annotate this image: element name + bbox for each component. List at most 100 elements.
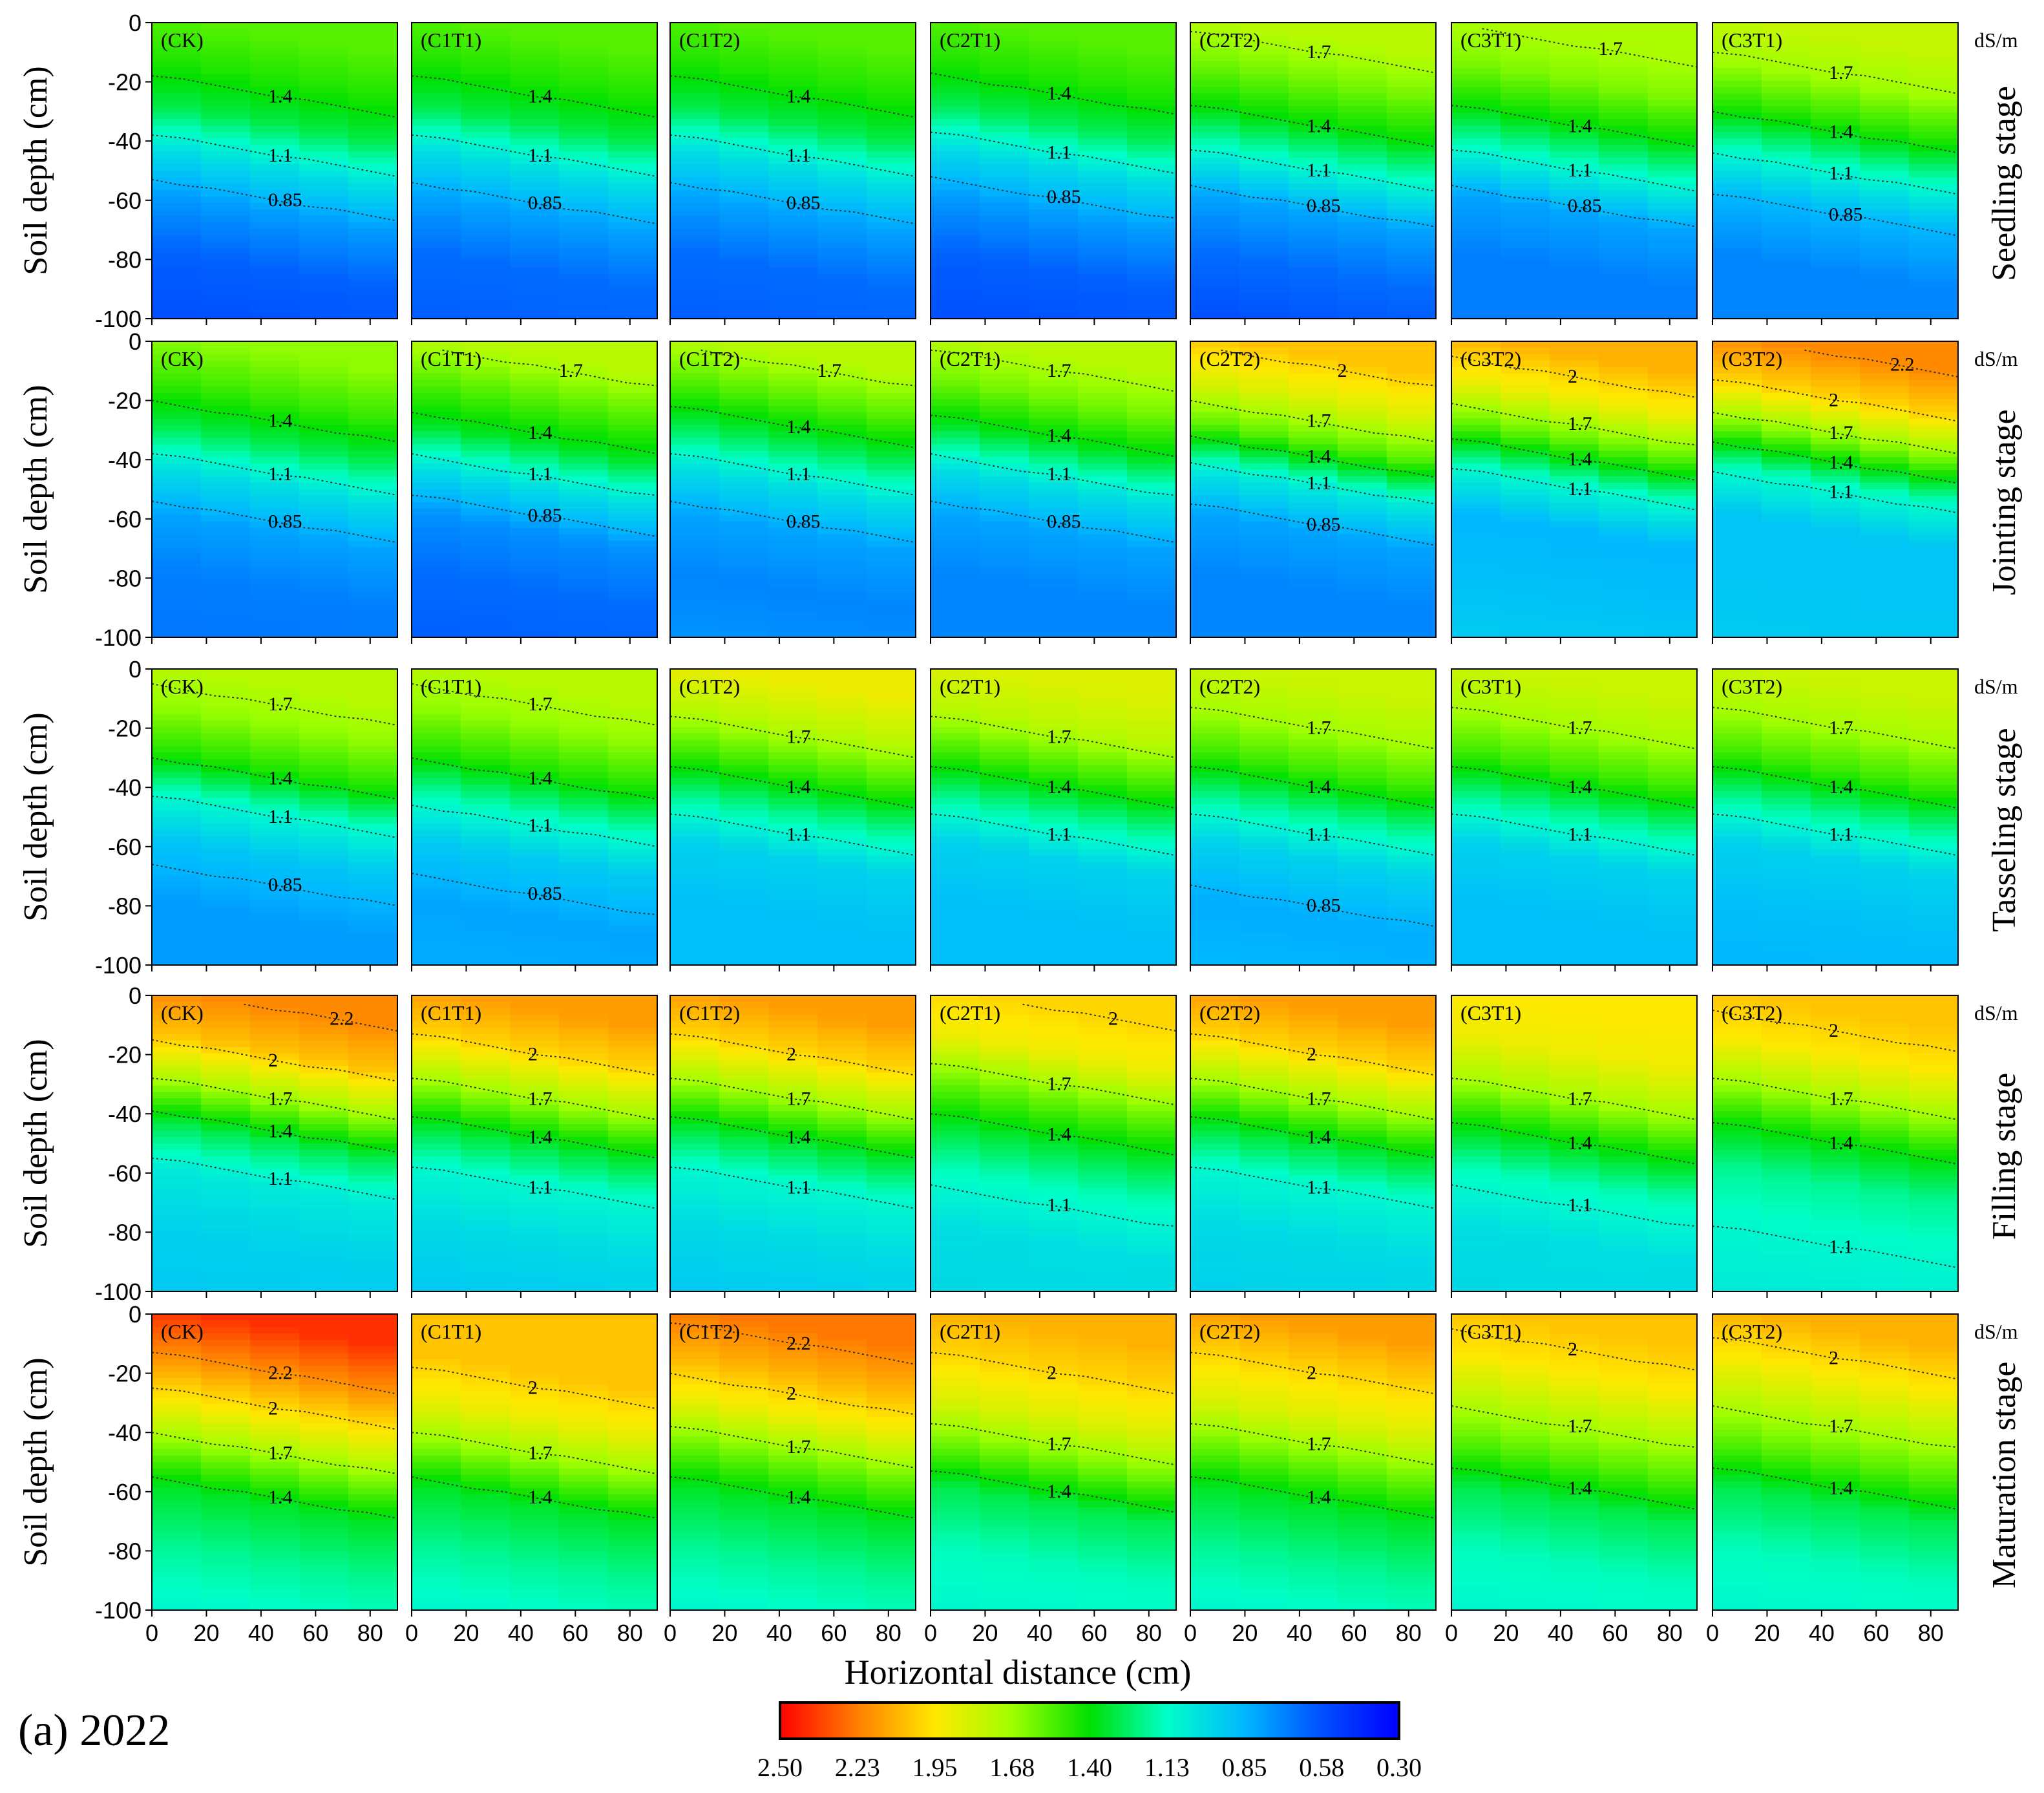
contour-band xyxy=(931,913,980,921)
contour-band xyxy=(670,798,720,805)
contour-band xyxy=(250,720,300,728)
contour-band xyxy=(608,836,658,843)
contour-band xyxy=(1338,823,1387,831)
contour-band xyxy=(152,586,202,593)
contour-band xyxy=(1762,418,1811,426)
contour-band xyxy=(608,887,658,895)
contour-band xyxy=(1289,785,1338,792)
contour-band xyxy=(1078,61,1128,69)
contour-band xyxy=(348,470,398,478)
contour-band xyxy=(1289,579,1338,587)
contour-band xyxy=(1239,714,1289,721)
contour-band xyxy=(1550,540,1599,548)
treatment-label: (C2T2) xyxy=(1199,675,1260,698)
contour-band xyxy=(980,215,1029,223)
contour-band xyxy=(1712,171,1762,178)
contour-band xyxy=(152,100,202,107)
contour-band xyxy=(1078,534,1128,542)
contour-band xyxy=(1289,952,1338,960)
contour-band xyxy=(867,100,916,107)
contour-band xyxy=(980,425,1029,432)
contour-band xyxy=(201,618,251,626)
contour-band xyxy=(867,241,916,249)
contour-band xyxy=(1501,379,1550,387)
contour-band xyxy=(1599,158,1649,165)
contour-band xyxy=(1811,273,1860,281)
contour-band xyxy=(1029,939,1079,947)
contour-band xyxy=(201,868,251,876)
contour-band xyxy=(1127,373,1177,381)
contour-band xyxy=(1811,444,1860,452)
contour-band xyxy=(510,254,560,262)
contour-band xyxy=(1451,425,1501,432)
contour-band xyxy=(1289,592,1338,600)
contour-band xyxy=(1338,145,1387,153)
contour-band xyxy=(1501,399,1550,407)
contour-band xyxy=(348,829,398,837)
contour-band xyxy=(1338,48,1387,56)
contour-band xyxy=(461,894,511,902)
contour-band xyxy=(867,836,916,843)
contour-band xyxy=(670,502,720,509)
contour-band xyxy=(608,798,658,805)
contour-band xyxy=(1239,470,1289,478)
contour-band xyxy=(510,215,560,223)
contour-band xyxy=(412,855,461,863)
contour-band xyxy=(201,720,251,728)
contour-band xyxy=(608,611,658,619)
contour-band xyxy=(1239,817,1289,824)
contour-band xyxy=(1338,875,1387,882)
contour-band xyxy=(1501,451,1550,458)
contour-band xyxy=(1451,405,1501,413)
contour-band xyxy=(1190,746,1240,754)
contour-band xyxy=(348,933,398,940)
contour-band xyxy=(299,267,349,275)
contour-band xyxy=(980,592,1029,600)
contour-band xyxy=(299,714,349,721)
contour-band xyxy=(1712,280,1762,288)
contour-band xyxy=(1078,804,1128,812)
contour-band xyxy=(1289,489,1338,496)
contour-band xyxy=(1029,183,1079,191)
contour-band xyxy=(931,354,980,361)
contour-band xyxy=(1127,438,1177,445)
contour-band xyxy=(867,534,916,542)
contour-band xyxy=(768,306,818,313)
contour-band xyxy=(931,631,980,638)
contour-band xyxy=(1387,791,1437,799)
contour-label: 1.1 xyxy=(1568,160,1592,181)
contour-band xyxy=(348,868,398,876)
contour-line xyxy=(411,757,658,800)
contour-label: 1.1 xyxy=(1568,478,1592,500)
contour-band xyxy=(867,260,916,268)
contour-band xyxy=(1239,804,1289,812)
contour-band xyxy=(1860,80,1910,88)
contour-band xyxy=(670,463,720,471)
contour-band xyxy=(719,23,769,30)
contour-band xyxy=(768,399,818,407)
contour-band xyxy=(461,48,511,56)
contour-band xyxy=(152,547,202,555)
contour-band xyxy=(1029,553,1079,561)
contour-band xyxy=(1190,138,1240,146)
contour-band xyxy=(412,752,461,760)
contour-band xyxy=(348,527,398,535)
contour-band xyxy=(250,87,300,94)
contour-band xyxy=(1190,425,1240,432)
treatment-label: (C1T1) xyxy=(421,28,481,52)
contour-band xyxy=(461,527,511,535)
contour-band xyxy=(1762,688,1811,695)
contour-band xyxy=(1029,720,1079,728)
contour-band xyxy=(931,132,980,140)
contour-band xyxy=(980,688,1029,695)
contour-band xyxy=(1239,946,1289,953)
contour-band xyxy=(1029,348,1079,355)
contour-band xyxy=(1078,273,1128,281)
contour-band xyxy=(1289,534,1338,542)
contour-band xyxy=(1762,132,1811,140)
contour-band xyxy=(1239,260,1289,268)
contour-band xyxy=(412,248,461,255)
contour-band xyxy=(608,920,658,928)
contour-band xyxy=(461,286,511,294)
contour-band xyxy=(510,196,560,204)
